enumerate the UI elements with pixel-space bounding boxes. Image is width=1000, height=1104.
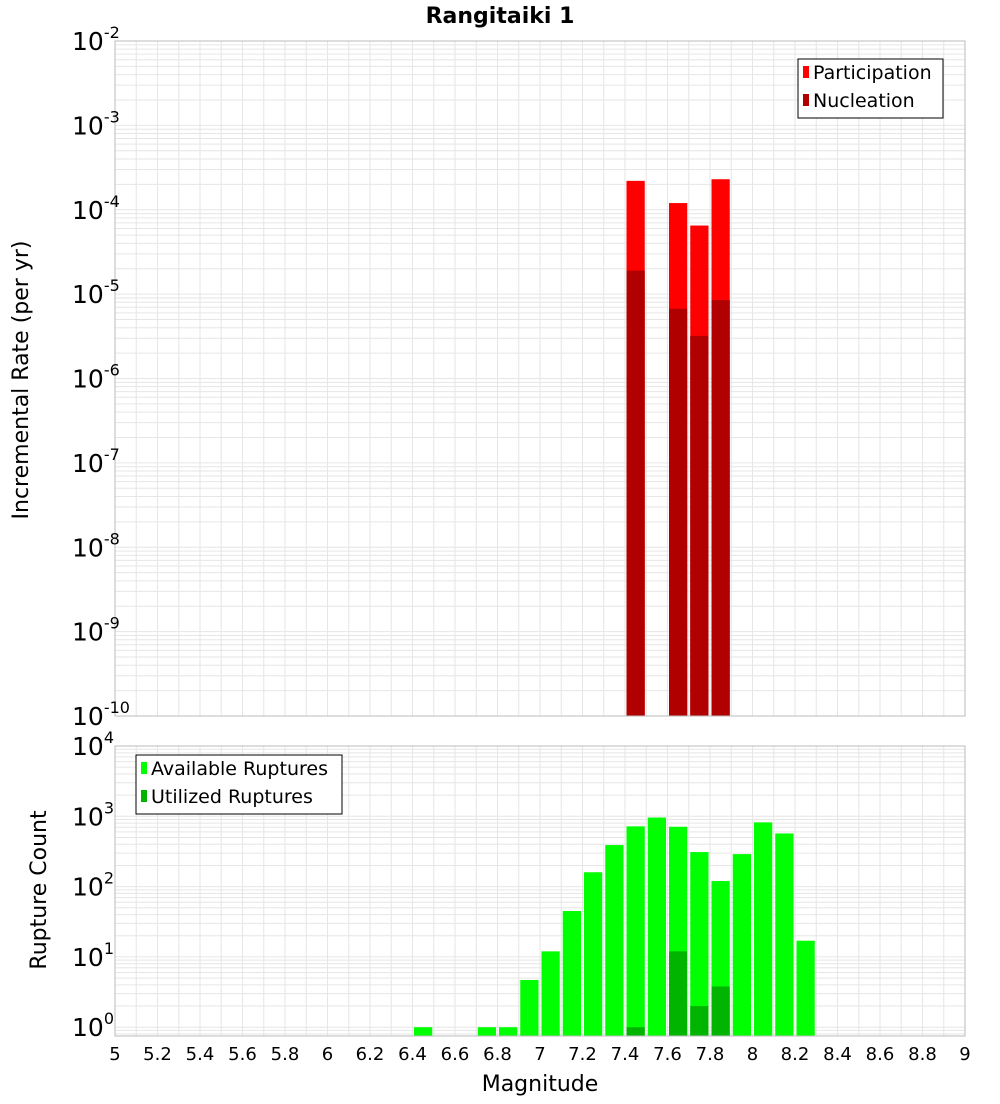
legend-box — [797, 58, 944, 119]
y-tick-labels: 104 103 102 101 100 — [72, 728, 114, 1042]
bar — [775, 833, 794, 1036]
y-tick-label: 10-2 — [72, 23, 120, 56]
bar — [584, 872, 603, 1036]
grid-lines — [114, 41, 966, 717]
legend-swatch — [141, 790, 147, 802]
plot-border — [114, 40, 966, 717]
series-nucleation — [626, 270, 730, 716]
x-tick-label: 9 — [959, 1044, 970, 1065]
y-tick-label: 10-3 — [72, 107, 120, 140]
x-tick-label: 5.6 — [228, 1044, 257, 1065]
y-tick-label: 10-6 — [72, 361, 120, 394]
bar — [732, 854, 751, 1036]
bar — [711, 300, 730, 716]
x-tick-label: 5.8 — [271, 1044, 300, 1065]
x-tick-label: 7.2 — [568, 1044, 597, 1065]
x-tick-label: 6 — [322, 1044, 333, 1065]
x-tick-label: 8.4 — [823, 1044, 852, 1065]
legend-label: Participation — [813, 62, 932, 84]
x-tick-label: 8.2 — [781, 1044, 810, 1065]
x-tick-label: 8.8 — [908, 1044, 937, 1065]
x-tick-label: 8.6 — [866, 1044, 895, 1065]
y-tick-label: 10-8 — [72, 529, 120, 562]
bar — [626, 1027, 645, 1036]
bar — [711, 986, 730, 1036]
x-tick-label: 6.6 — [441, 1044, 470, 1065]
bar — [520, 979, 539, 1036]
x-tick-labels: 5 5.2 5.4 5.6 5.8 6 6.2 6.4 6.6 6.8 7 7.2 7.4 7.6 7.8 8… — [109, 1044, 970, 1065]
y-tick-label: 10-5 — [72, 276, 120, 309]
x-tick-label: 6.8 — [483, 1044, 512, 1065]
y-tick-labels: 10-2 10-3 10-4 10-5 10-6 10-7 10-8 10-9 10-10 — [72, 23, 130, 731]
x-tick-label: 7.6 — [653, 1044, 682, 1065]
bar — [669, 308, 688, 716]
bar — [499, 1027, 518, 1036]
x-tick-label: 6.4 — [398, 1044, 427, 1065]
bottom-y-axis-label: Rupture Count — [27, 810, 52, 970]
bar — [626, 826, 645, 1036]
x-tick-label: 5.4 — [186, 1044, 215, 1065]
legend-label: Utilized Ruptures — [151, 786, 313, 808]
plot-border — [114, 745, 966, 1037]
bottom-panel: 104 103 102 101 100 Available Ruptures Utilize… — [72, 728, 966, 1042]
bar — [754, 822, 773, 1036]
y-tick-label: 10-4 — [72, 192, 120, 225]
legend-swatch — [803, 94, 809, 106]
bar — [605, 845, 624, 1036]
legend-label: Available Ruptures — [151, 758, 328, 780]
y-tick-label: 10-10 — [72, 698, 130, 731]
bar — [690, 335, 709, 716]
bar — [690, 1006, 709, 1036]
bar — [477, 1027, 496, 1036]
bar — [669, 951, 688, 1036]
x-tick-label: 6.2 — [356, 1044, 385, 1065]
y-tick-label: 101 — [72, 939, 114, 972]
bar — [562, 910, 581, 1036]
bar — [647, 817, 666, 1036]
x-axis-label: Magnitude — [482, 1072, 599, 1097]
bar — [414, 1027, 433, 1036]
x-tick-label: 5.2 — [143, 1044, 172, 1065]
legend-box — [135, 754, 343, 815]
legend-label: Nucleation — [813, 90, 915, 112]
x-tick-label: 7.8 — [696, 1044, 725, 1065]
legend-swatch — [141, 762, 147, 774]
y-tick-label: 10-7 — [72, 445, 120, 478]
legend-swatch — [803, 66, 809, 78]
top-y-axis-label: Incremental Rate (per yr) — [9, 241, 34, 520]
chart-title: Rangitaiki 1 — [426, 4, 575, 29]
y-tick-label: 100 — [72, 1009, 114, 1042]
bar — [690, 852, 709, 1036]
x-tick-label: 7.4 — [611, 1044, 640, 1065]
y-tick-label: 104 — [72, 728, 114, 761]
y-tick-label: 103 — [72, 798, 114, 831]
bar — [541, 951, 560, 1036]
y-tick-label: 102 — [72, 869, 114, 902]
y-tick-label: 10-9 — [72, 614, 120, 647]
x-tick-label: 5 — [109, 1044, 120, 1065]
bar — [626, 270, 645, 716]
legend: Available Ruptures Utilized Ruptures — [135, 754, 343, 815]
legend: Participation Nucleation — [797, 58, 944, 119]
top-panel: 10-2 10-3 10-4 10-5 10-6 10-7 10-8 10-9 10-10 Par… — [72, 23, 966, 731]
x-tick-label: 7 — [534, 1044, 545, 1065]
series-utilized-ruptures — [626, 951, 730, 1036]
x-tick-label: 8 — [747, 1044, 758, 1065]
bar — [796, 940, 815, 1036]
